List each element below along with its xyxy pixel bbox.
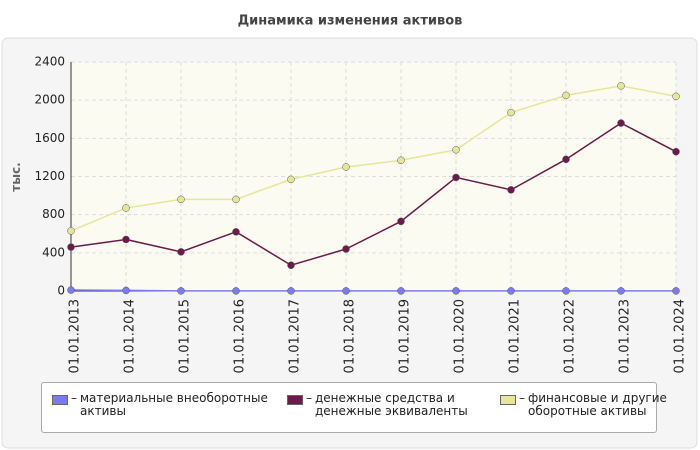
series-line — [70, 85, 677, 232]
data-point — [672, 287, 680, 295]
data-point — [342, 287, 350, 295]
data-point — [177, 248, 185, 256]
x-tick-label: 01.01.2013 — [68, 299, 83, 373]
data-point — [177, 195, 185, 204]
data-point — [287, 287, 295, 295]
data-point — [232, 287, 240, 295]
legend-label: финансовые и другие оборотные активы — [528, 391, 667, 418]
data-point — [342, 163, 350, 171]
data-point — [177, 287, 185, 295]
data-point — [287, 175, 295, 184]
data-point — [507, 287, 515, 295]
x-tick-label: 01.01.2021 — [508, 299, 523, 373]
chart-title: Динамика изменения активов — [238, 14, 463, 29]
legend-item: – денежные средства и денежные эквивалент… — [287, 392, 485, 418]
x-tick-label: 01.01.2015 — [178, 299, 193, 373]
data-point — [122, 286, 130, 295]
legend: – материальные внеоборотные активы – денежн… — [41, 382, 667, 433]
y-axis-label: тыс. — [9, 162, 23, 191]
legend-dash: – — [306, 391, 312, 405]
legend-label: денежные средства и денежные эквиваленты — [315, 391, 468, 418]
x-tick-label: 01.01.2014 — [123, 299, 138, 373]
legend-swatch — [52, 395, 68, 405]
data-point — [507, 186, 515, 194]
y-tick-label: 2400 — [34, 55, 65, 69]
x-tick-label: 01.01.2016 — [233, 299, 248, 373]
data-point — [617, 82, 625, 90]
x-tick-label: 01.01.2022 — [563, 299, 578, 373]
legend-swatch — [500, 395, 516, 405]
data-point — [452, 287, 460, 295]
x-tick-label: 01.01.2017 — [288, 299, 303, 373]
x-tick-label: 01.01.2023 — [618, 299, 633, 373]
data-point — [672, 92, 680, 101]
y-tick-label: 2000 — [34, 93, 65, 107]
legend-dash: – — [519, 391, 525, 405]
data-point — [342, 245, 350, 253]
data-point — [562, 287, 570, 295]
y-tick-label: 800 — [42, 207, 65, 221]
series-line — [70, 289, 676, 292]
data-point — [562, 91, 570, 100]
x-tick-label: 01.01.2020 — [453, 299, 468, 373]
data-point — [67, 286, 75, 294]
legend-dash: – — [71, 391, 77, 405]
data-point — [452, 173, 460, 182]
x-tick-label: 01.01.2019 — [398, 299, 413, 373]
x-tick-label: 01.01.2018 — [343, 299, 358, 373]
data-point — [562, 155, 570, 164]
data-point — [507, 108, 515, 117]
y-tick-label: 1600 — [34, 131, 65, 145]
data-point — [67, 243, 75, 251]
data-point — [287, 261, 295, 269]
data-point — [67, 227, 75, 235]
data-point — [452, 146, 460, 154]
data-point — [672, 147, 680, 156]
data-point — [617, 119, 625, 127]
data-point — [122, 235, 130, 244]
y-tick-label: 400 — [42, 245, 65, 259]
x-tick-label: 01.01.2024 — [673, 299, 688, 373]
data-point — [617, 287, 625, 295]
data-point — [397, 217, 405, 226]
legend-swatch — [287, 395, 303, 405]
data-point — [122, 204, 130, 212]
y-tick-label: 1200 — [34, 169, 65, 183]
data-point — [397, 156, 405, 165]
data-point — [397, 287, 405, 295]
legend-label: материальные внеоборотные активы — [80, 391, 268, 418]
y-tick-label: 0 — [57, 284, 65, 298]
data-point — [232, 228, 240, 236]
legend-item: – материальные внеоборотные активы — [52, 392, 280, 418]
series-line — [70, 122, 677, 267]
data-point — [232, 195, 240, 204]
legend-item: – финансовые и другие оборотные активы — [500, 392, 678, 418]
